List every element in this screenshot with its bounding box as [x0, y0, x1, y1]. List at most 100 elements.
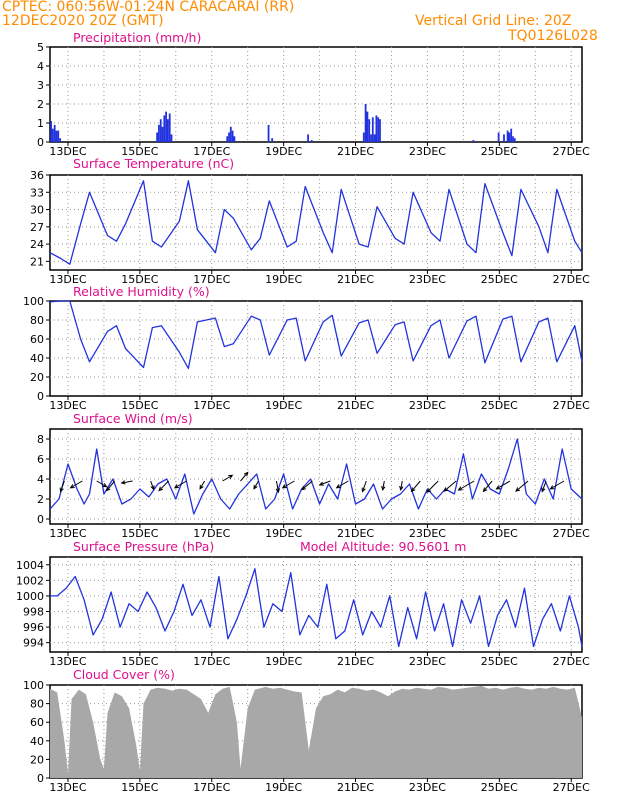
wind-vector-head — [228, 474, 234, 479]
panel-5-xtick-label: 25DEC — [481, 655, 518, 668]
wind-vector-head — [457, 486, 463, 491]
wind-vector-head — [120, 480, 126, 485]
wind-vector — [150, 480, 155, 490]
panel-3-ytick-label: 100 — [23, 295, 44, 308]
panel-6-ytick-label: 100 — [23, 679, 44, 692]
wind-vector-head — [399, 485, 404, 491]
panel-5-xtick-label: 19DEC — [265, 655, 302, 668]
wind-vector — [199, 480, 206, 490]
wind-vector — [121, 480, 133, 484]
precip-bar — [379, 119, 381, 142]
panel-1-title: Precipitation (mm/h) — [73, 30, 201, 45]
precip-bar — [55, 130, 58, 142]
precip-bar — [362, 132, 365, 142]
wind-vector-head — [253, 484, 258, 490]
panel-6-xtick-label: 27DEC — [553, 781, 590, 794]
wind-vector-head — [443, 487, 449, 492]
precip-bar — [377, 117, 380, 142]
precip-bar — [165, 111, 168, 142]
wind-vector — [550, 480, 565, 490]
precip-bar — [472, 140, 475, 142]
panel-6-ytick-label: 20 — [30, 753, 44, 766]
precip-bar — [156, 132, 159, 142]
panel-2-xtick-label: 21DEC — [337, 273, 374, 286]
panel-1-xtick-label: 15DEC — [121, 145, 158, 158]
panel-2-xtick-label: 23DEC — [409, 273, 446, 286]
panel-4-xtick-label: 21DEC — [337, 527, 374, 540]
panel-3-xtick-label: 15DEC — [121, 399, 158, 412]
wind-vector — [496, 480, 511, 490]
panel-3-xtick-label: 27DEC — [553, 399, 590, 412]
precip-bar — [364, 104, 367, 142]
precip-bar — [159, 119, 162, 142]
panel-5-ytick-label: 998 — [23, 606, 44, 619]
panel-2-ytick-label: 27 — [30, 221, 44, 234]
wind-vector-head — [275, 488, 280, 494]
precip-bar — [163, 115, 166, 142]
panel-2-series-line — [49, 180, 583, 265]
panel-2-ytick-label: 21 — [30, 255, 44, 268]
panel-3-xtick-label: 17DEC — [193, 399, 230, 412]
panel-6-xtick-label: 23DEC — [409, 781, 446, 794]
wind-vector-head — [102, 483, 108, 488]
panel-3-series-line — [49, 300, 583, 370]
panel-4-xtick-label: 17DEC — [193, 527, 230, 540]
panel-1-xtick-label: 13DEC — [49, 145, 86, 158]
wind-vector — [336, 480, 349, 489]
precip-bar — [373, 134, 376, 142]
panel-3-frame — [49, 300, 583, 397]
panel-1-xtick-label: 23DEC — [409, 145, 446, 158]
panel-4-xtick-label: 23DEC — [409, 527, 446, 540]
precip-bar — [161, 126, 164, 142]
panel-5-xtick-label: 23DEC — [409, 655, 446, 668]
panel-4-xtick-label: 13DEC — [49, 527, 86, 540]
precip-bar — [310, 140, 313, 142]
precip-bar — [167, 119, 169, 142]
panel-4-title: Surface Wind (m/s) — [73, 411, 193, 426]
panel-1-ytick-label: 1 — [37, 117, 44, 130]
panel-2-title: Surface Temperature (nC) — [73, 156, 234, 171]
panel-1-ytick-label: 2 — [37, 98, 44, 111]
panel-5-ytick-label: 1000 — [16, 590, 44, 603]
precip-bar — [366, 111, 369, 142]
wind-vector — [174, 480, 187, 489]
panel-4-xtick-label: 15DEC — [121, 527, 158, 540]
wind-vector-head — [59, 487, 64, 493]
wind-vector — [301, 480, 313, 491]
precip-bar — [513, 138, 516, 142]
precip-bar — [370, 134, 372, 142]
panel-6-xtick-label: 13DEC — [49, 781, 86, 794]
wind-vector-head — [150, 485, 155, 491]
panel-3-xtick-label: 19DEC — [265, 399, 302, 412]
panel-4-series-line — [49, 438, 583, 515]
wind-vector — [282, 480, 295, 489]
precip-bar — [170, 134, 173, 142]
panel-3-xtick-label: 25DEC — [481, 399, 518, 412]
precip-bar — [371, 117, 374, 142]
panel-1-ytick-label: 3 — [37, 79, 44, 92]
wind-vector — [106, 480, 116, 491]
panel-2-xtick-label: 17DEC — [193, 273, 230, 286]
panel-3-ytick-label: 60 — [30, 333, 44, 346]
wind-vector-head — [482, 487, 488, 493]
wind-vector-head — [243, 471, 249, 477]
wind-vector — [458, 480, 475, 491]
panel-6-xtick-label: 25DEC — [481, 781, 518, 794]
panel-1-ytick-label: 5 — [37, 41, 44, 54]
precip-bar — [53, 124, 56, 142]
wind-vector-head — [281, 484, 287, 489]
precip-bar — [158, 124, 160, 142]
panel-5-frame — [49, 556, 583, 653]
panel-4-ytick-label: 8 — [37, 433, 44, 446]
cloud-area — [50, 685, 582, 778]
precip-bar — [368, 119, 371, 142]
panel-1-ytick-label: 0 — [37, 136, 44, 149]
wind-vector — [426, 480, 439, 493]
panel-4-ytick-label: 6 — [37, 453, 44, 466]
wind-vector — [483, 480, 493, 492]
panel-1-frame — [49, 46, 583, 143]
precip-bar — [267, 124, 270, 142]
wind-vector — [240, 472, 249, 482]
panel-1-ytick-label: 4 — [37, 60, 44, 73]
